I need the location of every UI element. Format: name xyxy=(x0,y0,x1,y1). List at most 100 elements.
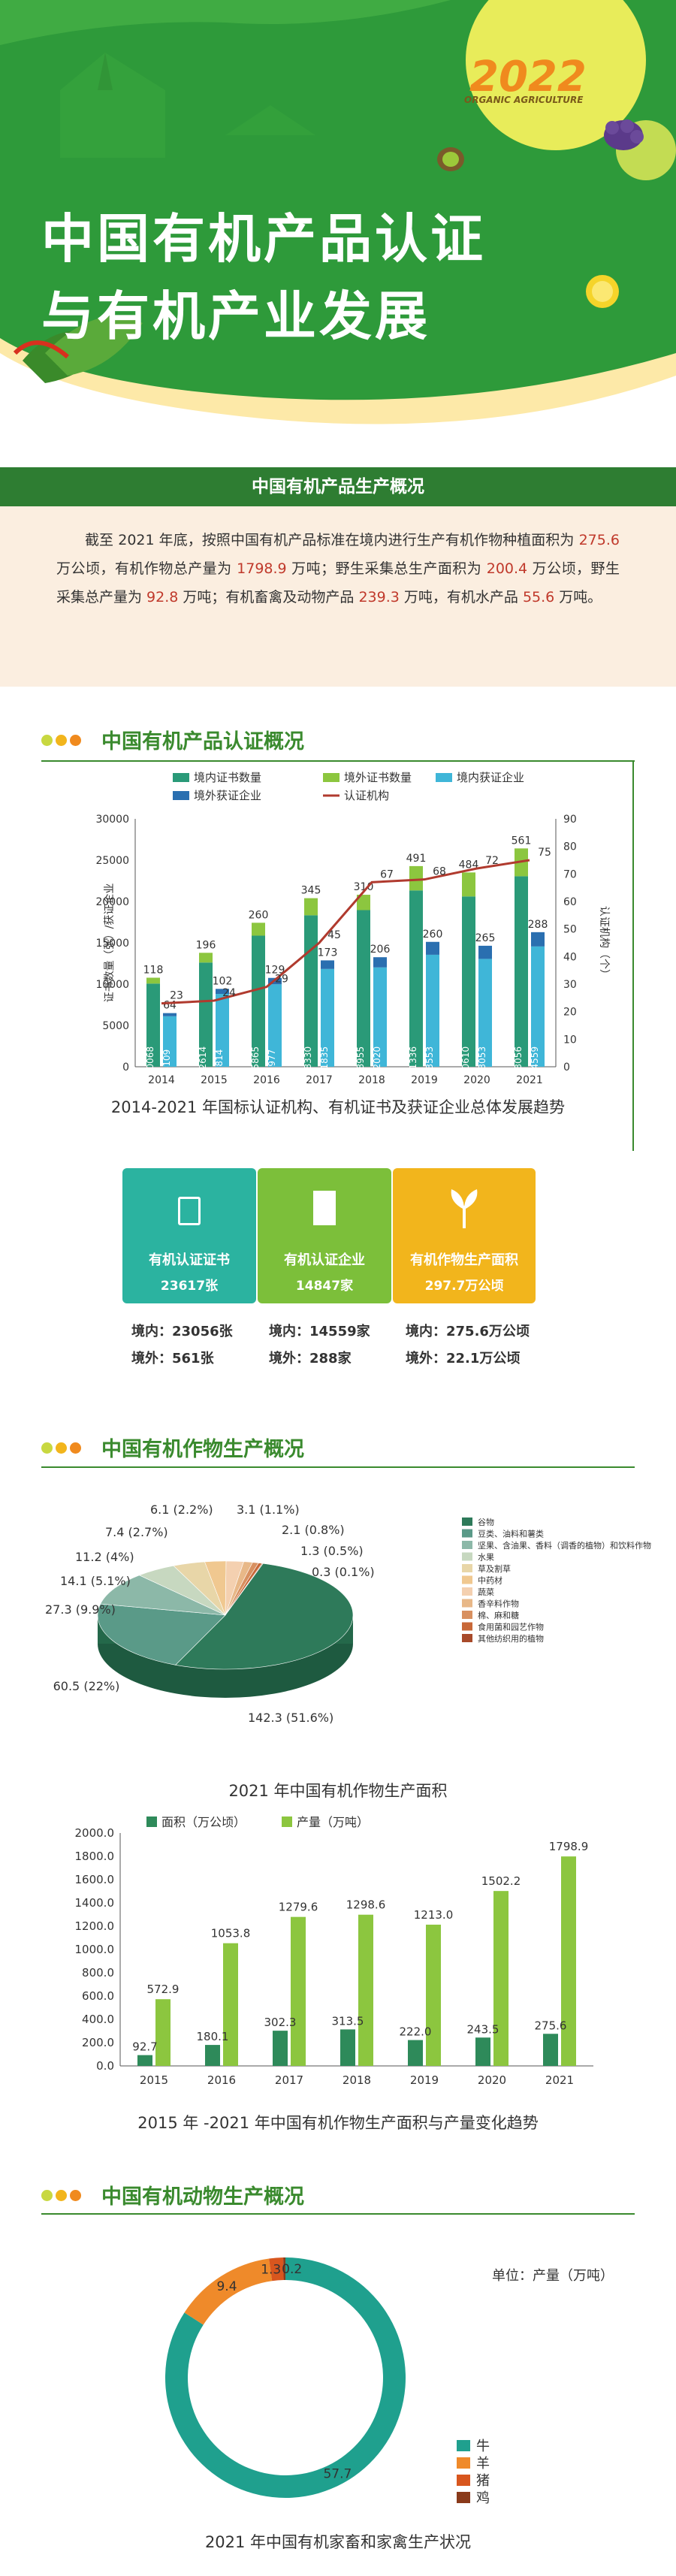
bar-foreign-ent xyxy=(216,989,229,995)
bar-domestic-ent xyxy=(478,959,492,1067)
bar-yield xyxy=(426,1924,441,2066)
x-tick-label: 2018 xyxy=(358,1074,385,1086)
bar-foreign-ent-label: 288 xyxy=(528,919,548,931)
pie-data-label: 142.3 (51.6%) xyxy=(248,1711,333,1725)
legend-label: 豆类、油料和薯类 xyxy=(478,1529,544,1539)
crop-area-pie: 142.3 (51.6%) 60.5 (22%) 27.3 (9.9%) 14.1 (… xyxy=(45,1502,651,1725)
bar-domestic-cert xyxy=(304,915,318,1067)
kpi-value: 23617张 xyxy=(160,1279,219,1294)
legend-label: 其他纺织用的植物 xyxy=(478,1633,544,1644)
bar-foreign-ent xyxy=(531,932,545,947)
institution-label: 68 xyxy=(433,866,446,878)
legend-label: 草及割草 xyxy=(478,1563,511,1574)
bar-foreign-ent-label: 102 xyxy=(213,975,233,987)
pie-slice xyxy=(100,1575,226,1616)
donut-data-label: 9.4 xyxy=(216,2279,237,2294)
legend-label: 蔬菜 xyxy=(478,1587,494,1597)
x-tick-label: 2019 xyxy=(411,1074,438,1086)
section1-dots xyxy=(41,735,84,749)
y-tick-label: 25000 xyxy=(95,855,129,867)
bar-yield xyxy=(358,1914,373,2066)
legend-swatch xyxy=(462,1587,472,1596)
y-tick-label: 0.0 xyxy=(96,2059,114,2073)
overview-panel xyxy=(0,506,676,687)
bar-foreign-cert xyxy=(146,977,160,984)
y-tick-label: 1600.0 xyxy=(75,1873,115,1886)
bar-domestic-cert xyxy=(357,910,370,1067)
building-icon xyxy=(313,1191,336,1225)
bar-area xyxy=(408,2040,423,2066)
kpi-card-certificates: 有机认证证书 23617张 xyxy=(122,1168,256,1303)
pie-data-label: 11.2 (4%) xyxy=(75,1550,134,1564)
bar-yield xyxy=(223,1943,238,2066)
overview-heading: 中国有机产品生产概况 xyxy=(252,477,424,497)
bar-yield-label: 1502.2 xyxy=(481,1874,521,1888)
bar-area xyxy=(273,2031,288,2066)
legend-label: 境内证书数量 xyxy=(194,771,261,784)
bar-foreign-cert-label: 491 xyxy=(406,853,427,865)
bar-foreign-ent xyxy=(321,960,334,969)
donut-caption: 2021 年中国有机家畜和家禽生产状况 xyxy=(204,2533,472,2551)
bar-domestic-cert-label: 15865 xyxy=(250,1046,261,1075)
bar-foreign-cert xyxy=(199,953,213,963)
kpi-value: 14847家 xyxy=(295,1279,354,1294)
legend-label: 棉、麻和糖 xyxy=(478,1610,519,1620)
x-tick-label: 2017 xyxy=(306,1074,333,1086)
legend-label: 中药材 xyxy=(478,1575,502,1586)
bar-area xyxy=(475,2037,490,2066)
legend-swatch xyxy=(457,2492,470,2503)
legend-label: 食用菌和园艺作物 xyxy=(478,1622,544,1632)
bar-area-label: 222.0 xyxy=(400,2025,432,2039)
pie-slice xyxy=(174,1563,354,1670)
bar-yield-label: 1298.6 xyxy=(346,1898,386,1912)
legend-swatch xyxy=(462,1599,472,1608)
legend-swatch xyxy=(462,1622,472,1631)
pie-data-label: 2.1 (0.8%) xyxy=(282,1523,345,1537)
section2-underline xyxy=(41,1466,635,1468)
bar-foreign-ent-label: 260 xyxy=(423,929,443,941)
bar-area-label: 302.3 xyxy=(264,2016,297,2029)
y-tick-label: 1800.0 xyxy=(75,1850,115,1863)
pie-data-label: 14.1 (5.1%) xyxy=(60,1574,131,1588)
kpi-card-enterprises: 有机认证企业 14847家 xyxy=(258,1168,391,1303)
certificate-icon xyxy=(178,1197,201,1225)
y-tick-label: 800.0 xyxy=(82,1966,114,1980)
pie-data-label: 3.1 (1.1%) xyxy=(237,1502,300,1517)
institution-label: 67 xyxy=(380,868,394,880)
institution-label: 72 xyxy=(485,855,499,867)
institution-label: 29 xyxy=(275,974,288,986)
kpi-detail-area: 境内：275.6万公顷 境外：22.1万公顷 xyxy=(406,1324,530,1367)
bar-foreign-ent xyxy=(373,957,387,968)
bar-area xyxy=(205,2045,220,2066)
legend-swatch xyxy=(436,773,452,782)
legend-label: 认证机构 xyxy=(344,789,389,802)
pie-data-label: 7.4 (2.7%) xyxy=(105,1525,168,1539)
bar-domestic-ent-label: 12020 xyxy=(372,1046,382,1075)
legend-label: 羊 xyxy=(476,2456,490,2472)
legend-label: 谷物 xyxy=(478,1517,494,1527)
pie-caption: 2021 年中国有机作物生产面积 xyxy=(228,1782,448,1800)
bar-domestic-cert xyxy=(462,896,475,1067)
bar-foreign-cert xyxy=(462,872,475,897)
kpi-label: 有机认证企业 xyxy=(284,1252,365,1268)
bar-domestic-cert xyxy=(146,983,160,1067)
y-tick-label: 200.0 xyxy=(82,2036,114,2049)
section3-heading: 中国有机动物生产概况 xyxy=(101,2185,304,2209)
bar-domestic-cert xyxy=(252,935,265,1067)
bar-yield-label: 1053.8 xyxy=(211,1927,251,1940)
bar-domestic-ent xyxy=(321,968,334,1067)
bar-foreign-ent-label: 206 xyxy=(370,944,391,956)
overview-text: 截至 2021 年底，按照中国有机产品标准在境内进行生产有机作物种植面积为 27… xyxy=(56,532,620,605)
section1-right-rule xyxy=(632,760,634,1151)
legend-label: 面积（万公顷） xyxy=(161,1815,246,1829)
bar-area xyxy=(340,2029,355,2066)
institution-label: 23 xyxy=(170,990,183,1002)
bar-area-label: 92.7 xyxy=(132,2040,157,2054)
header-banner: 2022 ORGANIC AGRICULTURE 中国有机产品认证 与有机产业发… xyxy=(0,0,676,458)
bar-domestic-ent xyxy=(268,984,282,1067)
bar-domestic-ent xyxy=(216,994,229,1067)
x-tick-label: 2018 xyxy=(343,2073,371,2087)
kpi-detail-certificates: 境内：23056张 境外：561张 xyxy=(131,1324,233,1367)
bar-foreign-cert-label: 118 xyxy=(143,964,164,976)
overview-heading-bar: 中国有机产品生产概况 xyxy=(0,467,676,506)
